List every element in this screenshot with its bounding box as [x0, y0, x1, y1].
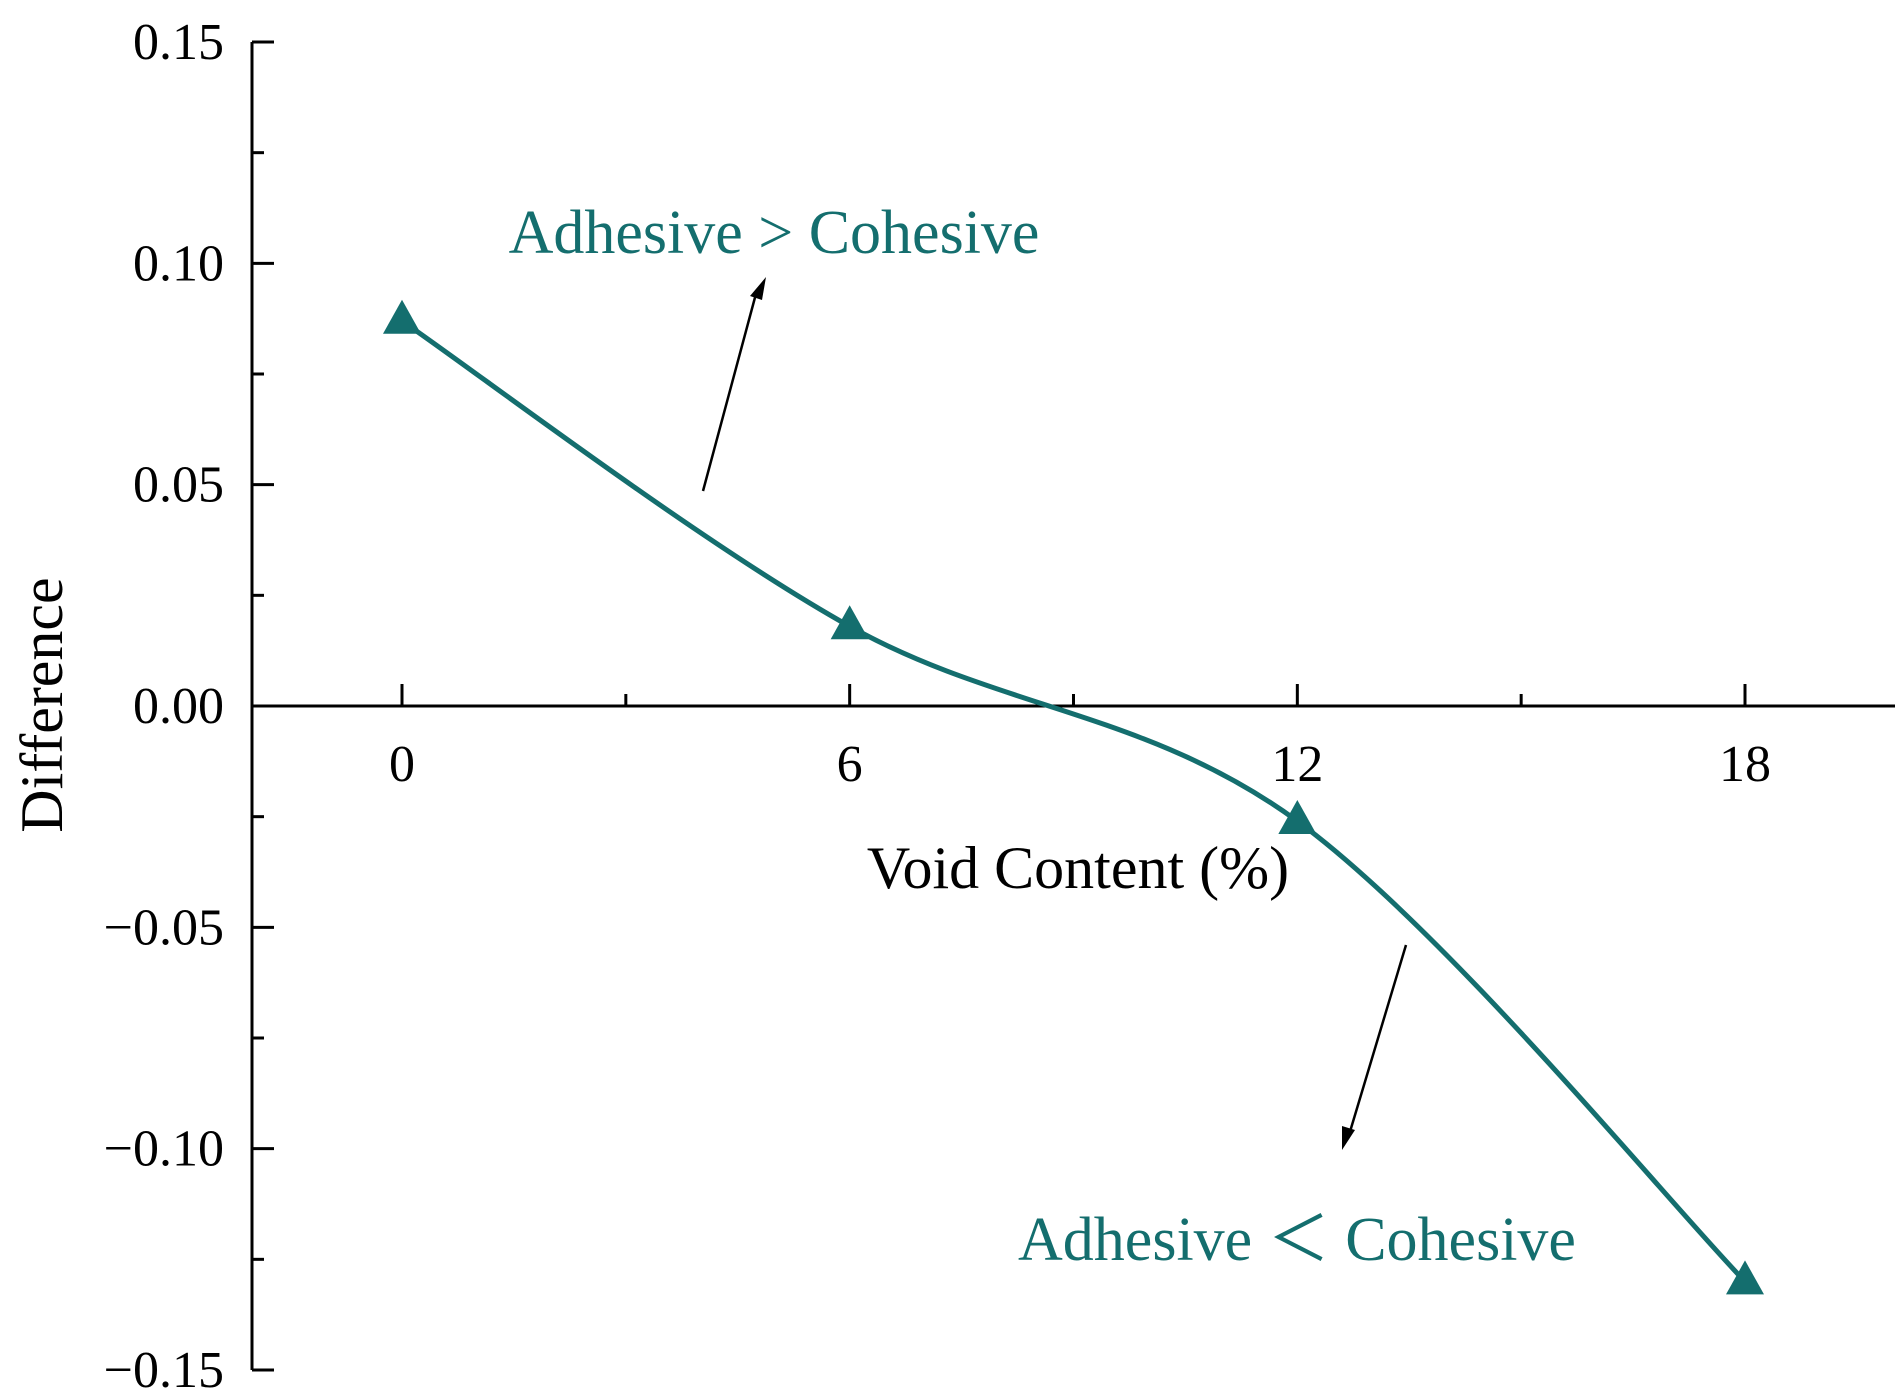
- x-tick-label: 12: [1271, 736, 1323, 793]
- y-tick-label: −0.05: [104, 899, 224, 956]
- x-tick-label: 6: [837, 736, 863, 793]
- x-axis-title: Void Content (%): [867, 835, 1289, 901]
- tick-labels: 0.15 0.10 0.05 0.00 −0.05 −0.10 −0.15 0 6 12 18: [104, 14, 1771, 1396]
- series-line: [400, 318, 1747, 1284]
- arrow-upper: [701, 277, 766, 492]
- y-tick-label: 0.05: [133, 457, 224, 514]
- data-point-marker: [383, 299, 421, 334]
- markers: [383, 299, 1764, 1295]
- y-tick-label: 0.10: [133, 235, 224, 292]
- x-tick-label: 0: [389, 736, 415, 793]
- x-tick-label: 18: [1719, 736, 1771, 793]
- y-axis-title: Difference: [9, 577, 75, 832]
- y-tick-label: 0.00: [133, 678, 224, 735]
- arrow-lower: [1342, 944, 1408, 1150]
- y-tick-label: 0.15: [133, 14, 224, 71]
- annotation-upper: Adhesive > Cohesive: [509, 199, 1040, 267]
- ticks: [252, 40, 1747, 1372]
- annotation-lower: Adhesive ＜ Cohesive: [1018, 1206, 1576, 1274]
- data-point-marker: [830, 605, 869, 640]
- y-tick-label: −0.15: [104, 1342, 224, 1396]
- y-tick-label: −0.10: [104, 1121, 224, 1178]
- data-point-marker: [1726, 1260, 1764, 1295]
- data-point-marker: [1278, 800, 1317, 835]
